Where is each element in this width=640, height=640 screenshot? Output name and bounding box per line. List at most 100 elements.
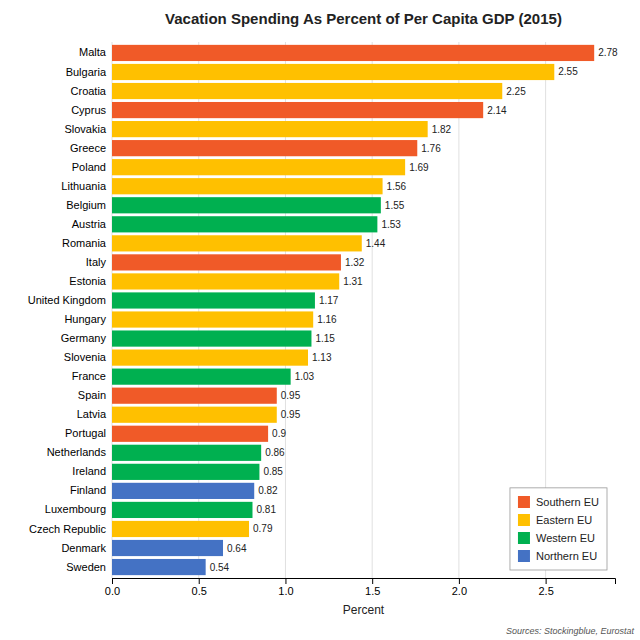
tick-label: Croatia [71, 85, 107, 97]
bar [112, 64, 554, 80]
tick: 0.5 [192, 578, 207, 597]
axis-line [113, 579, 616, 585]
tick-label: Greece [70, 142, 106, 154]
tick: Poland [72, 161, 106, 173]
bar [112, 521, 249, 537]
data-label: 0.54 [210, 562, 230, 573]
tick-label: Hungary [64, 313, 106, 325]
bar [112, 559, 206, 575]
tick-label: 1.0 [278, 585, 293, 597]
data-label: 1.16 [317, 314, 337, 325]
tick-label: Slovakia [64, 123, 106, 135]
bar [112, 540, 223, 556]
data-label: 0.79 [253, 523, 273, 534]
bar [112, 369, 291, 385]
tick: Italy [86, 256, 107, 268]
tick-label: Germany [61, 332, 107, 344]
tick-label: 2.5 [538, 585, 553, 597]
tick: 2.5 [538, 578, 553, 597]
bar [112, 159, 405, 175]
legend-item: Southern EU [518, 496, 599, 508]
tick: Romania [62, 237, 107, 249]
bar [112, 426, 268, 442]
tick: Netherlands [47, 446, 107, 458]
tick: 1.5 [365, 578, 380, 597]
tick: Spain [78, 389, 106, 401]
tick: France [72, 370, 106, 382]
bar [112, 140, 417, 156]
x-axis-title: Percent [343, 603, 385, 617]
tick: Greece [70, 142, 106, 154]
bar [112, 350, 308, 366]
tick-label: Estonia [69, 275, 107, 287]
chart: 2.782.141.761.320.950.92.552.251.821.691… [0, 0, 640, 640]
tick-label: Belgium [66, 199, 106, 211]
data-label: 0.81 [256, 504, 276, 515]
data-label: 2.14 [487, 105, 507, 116]
data-label: 1.56 [387, 181, 407, 192]
tick: Denmark [61, 542, 106, 554]
tick: Latvia [77, 408, 107, 420]
data-label: 1.82 [432, 124, 452, 135]
tick: 0.0 [105, 578, 120, 597]
tick-label: Bulgaria [66, 66, 107, 78]
legend-label: Western EU [536, 532, 595, 544]
legend-item: Western EU [518, 532, 595, 544]
tick-label: Slovenia [64, 351, 107, 363]
tick: Malta [79, 46, 107, 58]
legend-item: Eastern EU [518, 514, 592, 526]
tick-label: Denmark [61, 542, 106, 554]
data-label: 1.53 [381, 219, 401, 230]
tick: Austria [72, 218, 107, 230]
grid-line [458, 42, 459, 578]
tick: Germany [61, 332, 107, 344]
tick-label: Sweden [66, 561, 106, 573]
tick-mark [112, 578, 113, 584]
bar [112, 216, 377, 232]
legend-box [510, 488, 607, 570]
title: Vacation Spending As Percent of Per Capi… [165, 10, 562, 27]
legend: Southern EU Eastern EU Western EU Northern … [510, 488, 607, 570]
tick: Slovenia [64, 351, 107, 363]
bar [112, 464, 259, 480]
data-label: 0.64 [227, 543, 247, 554]
tick-mark [285, 578, 286, 584]
tick-label: Netherlands [47, 446, 107, 458]
tick-mark [199, 578, 200, 584]
tick: Hungary [64, 313, 106, 325]
data-label: 2.55 [558, 66, 578, 77]
tick: United Kingdom [28, 294, 106, 306]
data-label: 0.82 [258, 485, 278, 496]
legend-label: Northern EU [536, 550, 597, 562]
tick: Bulgaria [66, 66, 107, 78]
grid [112, 42, 546, 578]
legend-label: Southern EU [536, 496, 599, 508]
bar [112, 292, 315, 308]
legend-swatch [518, 532, 530, 544]
bar [112, 45, 594, 61]
tick: Croatia [71, 85, 107, 97]
bar [112, 273, 339, 289]
tick: Ireland [72, 465, 106, 477]
tick: Belgium [66, 199, 106, 211]
bar [112, 121, 428, 137]
data-label: 2.25 [506, 86, 526, 97]
bar [112, 235, 362, 251]
x-axis: 0.00.51.01.52.02.5 [105, 578, 616, 597]
data-label: 1.31 [343, 276, 363, 287]
tick: Cyprus [71, 104, 106, 116]
tick: Czech Republic [29, 522, 107, 534]
data-label: 1.32 [345, 257, 365, 268]
data-label: 0.95 [281, 390, 301, 401]
tick-label: Portugal [65, 427, 106, 439]
tick-label: Italy [86, 256, 107, 268]
tick-label: France [72, 370, 106, 382]
tick-label: Spain [78, 389, 106, 401]
tick-label: Austria [72, 218, 107, 230]
tick-label: 0.0 [105, 585, 120, 597]
tick: Finland [70, 484, 106, 496]
tick-mark [459, 578, 460, 584]
annotation: Sources: Stockingblue, Eurostat [506, 626, 635, 636]
data-label: 0.9 [272, 428, 286, 439]
y-axis: Malta Bulgaria Croatia Cyprus Slovakia Greece… [28, 46, 107, 572]
